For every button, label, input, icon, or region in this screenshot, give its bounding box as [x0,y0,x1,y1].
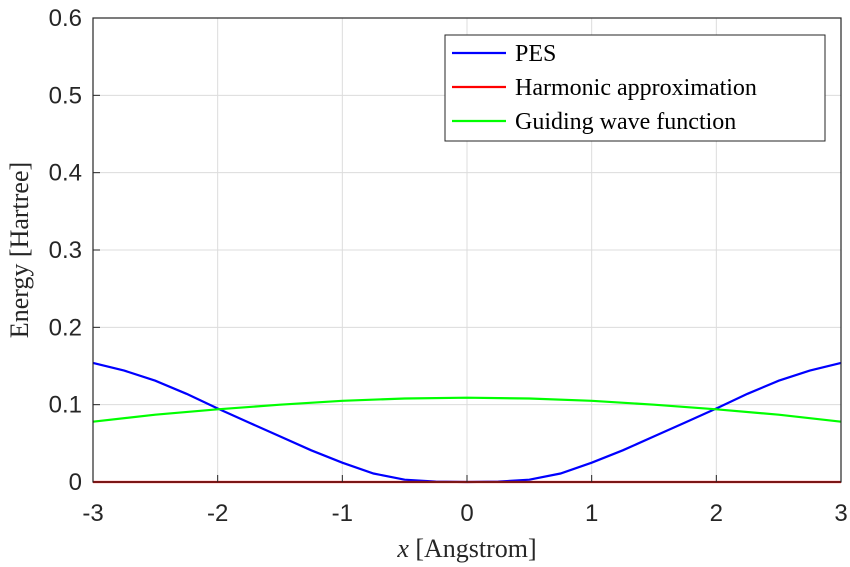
x-tick-label: -3 [82,500,103,527]
legend-label: Harmonic approximation [515,75,757,101]
legend-box [444,34,826,142]
x-axis-label: x [Angstrom] [396,534,536,563]
y-tick-label: 0.6 [49,5,82,32]
x-tick-label: 0 [460,500,473,527]
y-tick-label: 0.3 [49,237,82,264]
x-axis-unit: [Angstrom] [409,534,537,563]
y-tick-label: 0 [69,469,82,496]
y-tick-label: 0.2 [49,314,82,341]
legend-label: PES [515,41,556,67]
x-tick-label: 2 [710,500,723,527]
x-tick-label: -1 [332,500,353,527]
legend-label: Guiding wave function [515,109,736,135]
x-tick-label: -2 [207,500,228,527]
axes: -3 -2 -1 0 1 2 3 0 0.1 0.2 0.3 0.4 0.5 0.6 [49,5,848,527]
y-tick-label: 0.5 [49,82,82,109]
x-tick-label: 3 [834,500,847,527]
x-tick-label: 1 [585,500,598,527]
series-line-2 [92,396,842,423]
y-axis-label: Energy [Hartree] [5,162,34,338]
y-tick-label: 0.1 [49,392,82,419]
y-tick-label: 0.4 [49,160,82,187]
x-axis-variable: x [396,534,409,563]
legend: PES Harmonic approximation Guiding wave fu… [444,34,826,142]
